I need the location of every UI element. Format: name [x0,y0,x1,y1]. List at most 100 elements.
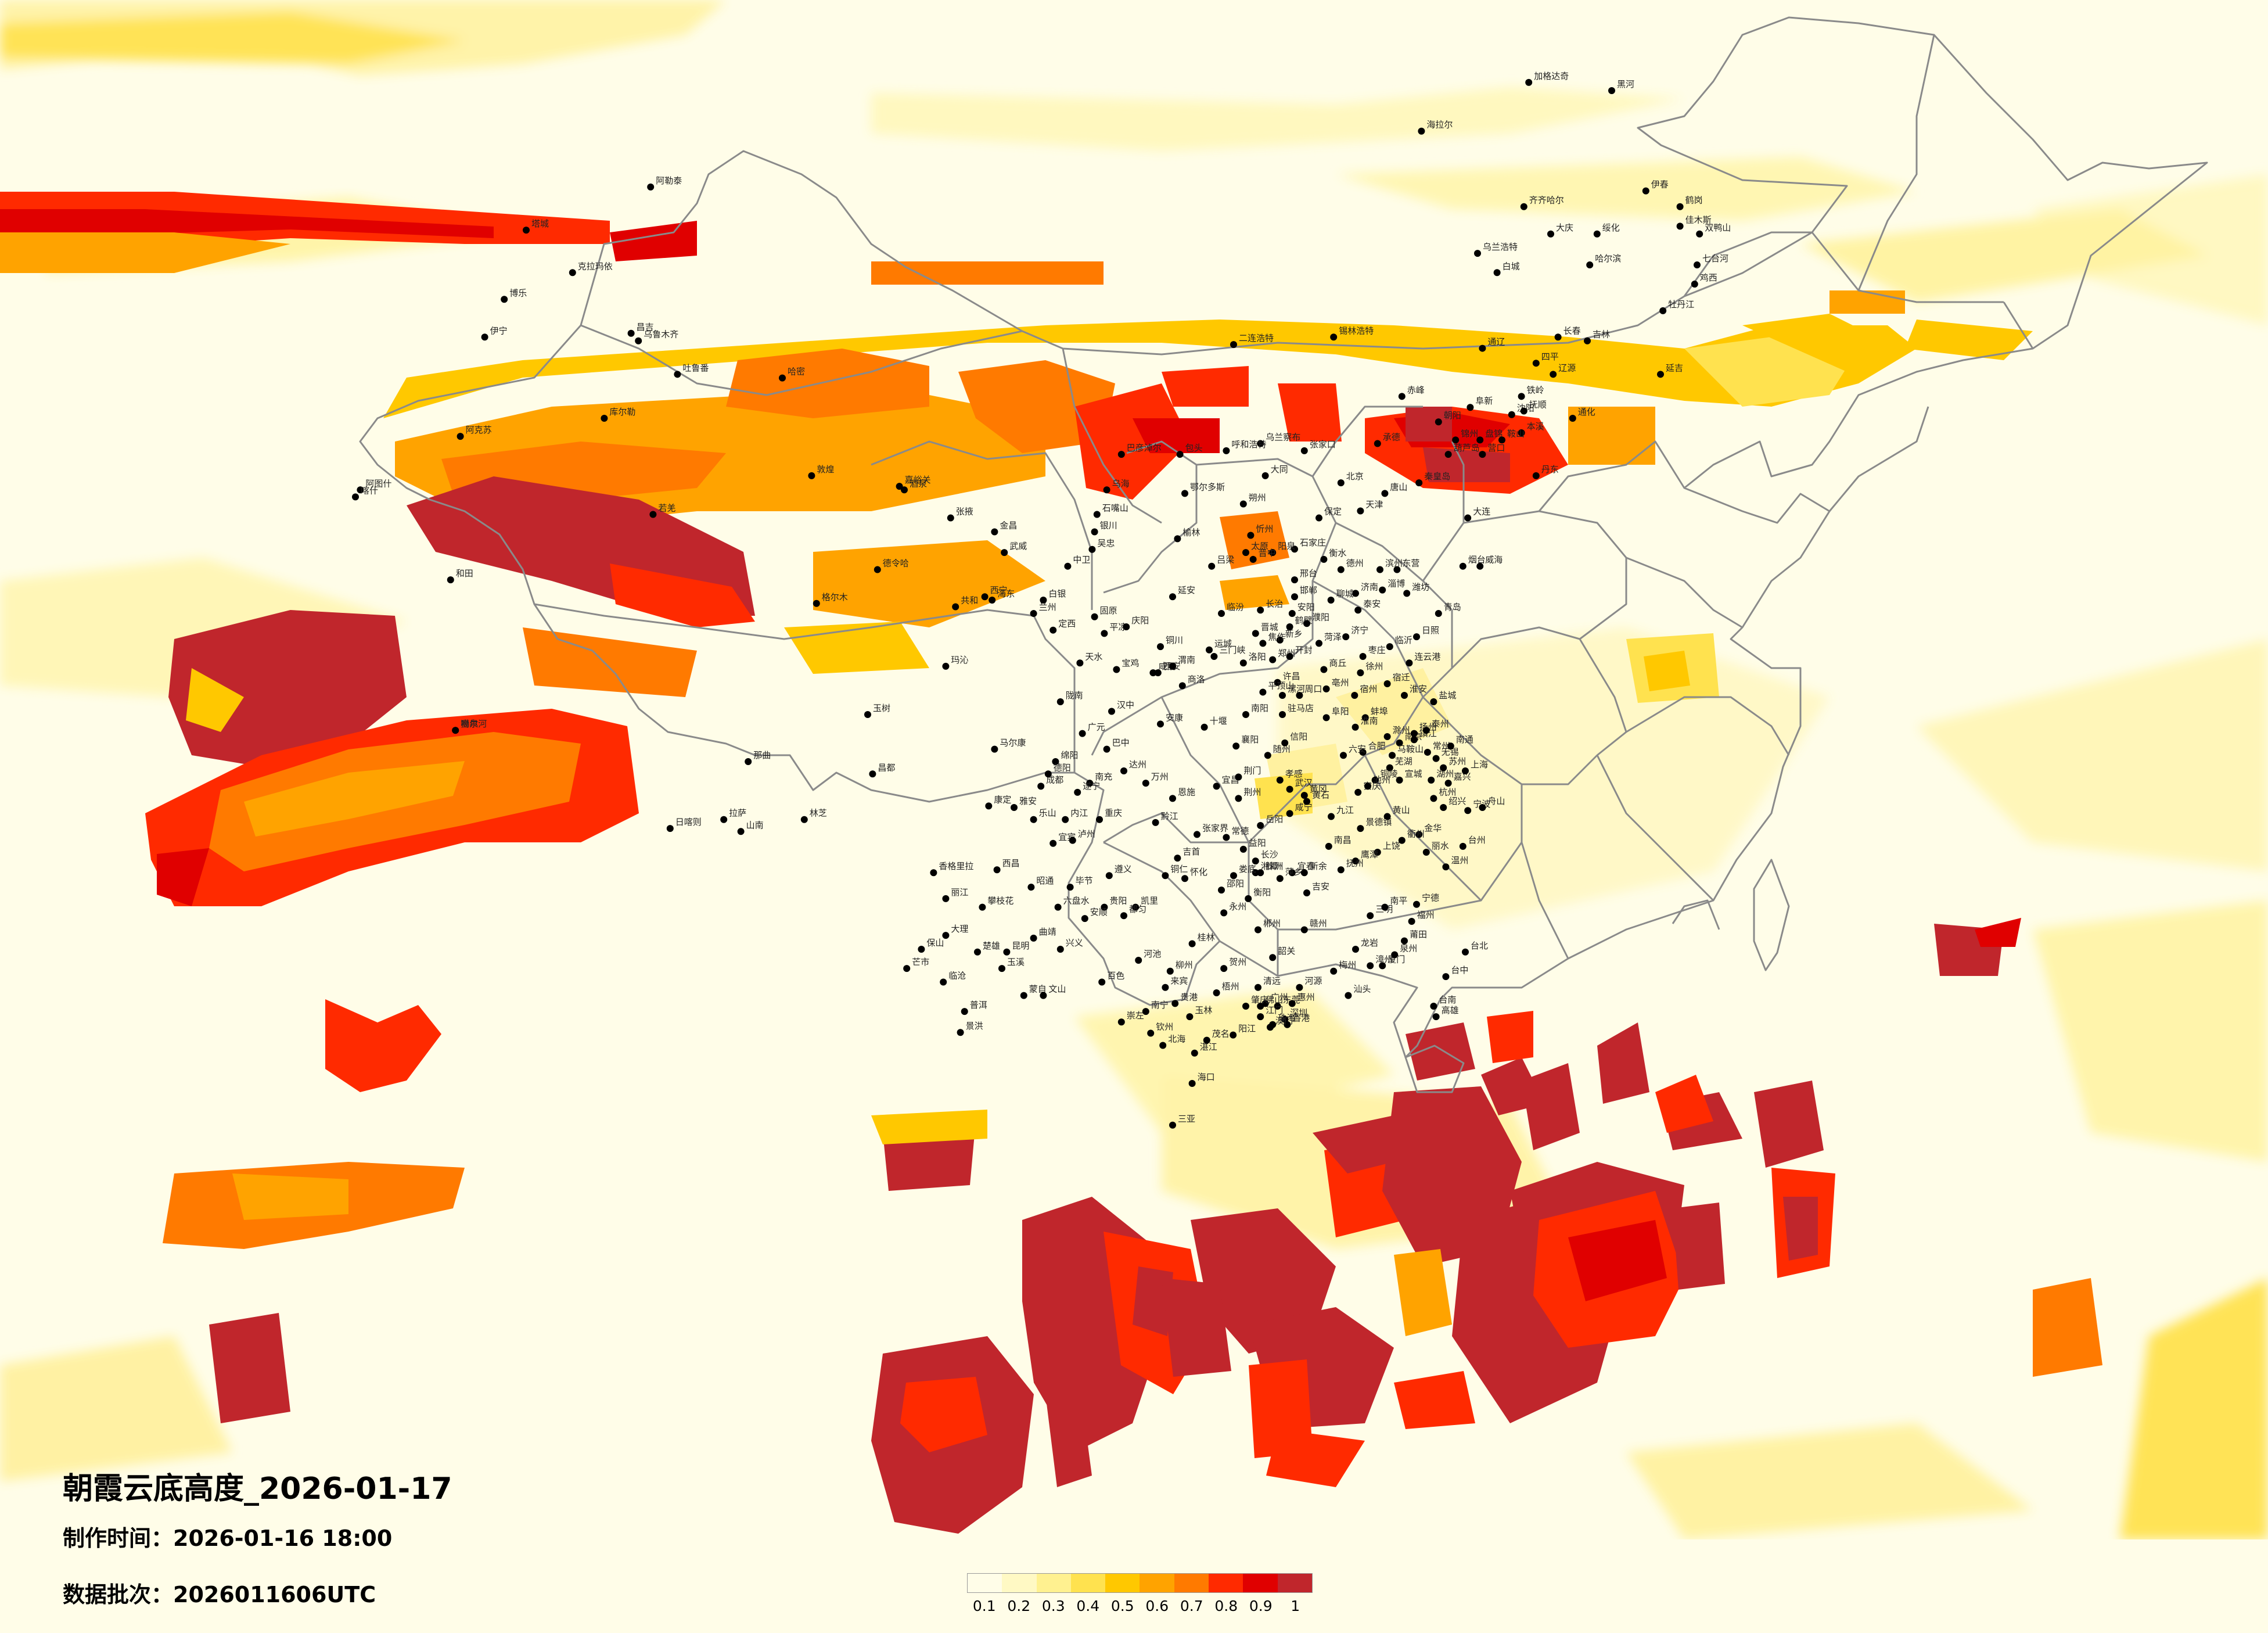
city-label: 舟山 [1487,796,1505,806]
city-dot [1162,984,1169,991]
city-label: 许昌 [1283,671,1300,681]
city-dot [1276,875,1284,882]
city-dot [1291,576,1298,584]
city-label: 西昌 [1002,858,1020,868]
city-label: 贺州 [1229,957,1246,967]
city-dot [501,296,508,303]
city-dot [1435,610,1442,618]
city-label: 铁岭 [1527,385,1544,395]
city-label: 邯郸 [1300,585,1317,595]
city-label: 十堰 [1210,716,1227,726]
city-label: 随州 [1273,744,1291,754]
city-label: 柳州 [1176,960,1193,970]
city-label: 安阳 [1297,602,1315,612]
city-dot [1406,659,1413,667]
city-dot [1291,593,1298,601]
city-dot [1257,606,1264,614]
city-dot [1169,795,1176,802]
city-label: 朝阳 [1444,410,1461,421]
city-dot [1049,839,1057,847]
city-label: 乌兰察布 [1266,432,1300,443]
city-dot [1462,948,1469,956]
city-label: 茂名 [1212,1029,1230,1039]
city-dot [942,932,950,939]
city-label: 宣城 [1405,769,1422,779]
city-dot [1201,723,1208,731]
city-dot [1232,742,1240,750]
city-label: 恩施 [1178,787,1195,797]
city-label: 敦煌 [817,464,834,475]
city-dot [1422,727,1430,734]
city-dot [1269,656,1277,663]
city-label: 内江 [1070,808,1088,819]
city-label: 海拉尔 [1426,120,1453,130]
city-dot [1642,187,1649,195]
city-label: 新余 [1310,861,1327,871]
city-dot [1371,776,1379,784]
city-label: 蚌埠 [1371,706,1388,716]
batch-value: 2026011606UTC [173,1582,376,1607]
city-dot [1264,752,1271,759]
city-dot [779,374,786,382]
city-label: 襄阳 [1241,734,1259,745]
city-label: 共和 [961,595,978,606]
city-label: 绵阳 [1061,750,1078,760]
city-dot [1383,680,1391,688]
city-dot [1518,429,1525,436]
city-dot [1101,903,1108,911]
map-title: 朝霞云底高度_2026-01-17 [63,1472,452,1506]
legend-tick-label: 0.5 [1110,1598,1134,1614]
province-boundaries [359,16,2208,1093]
city-dot [1413,633,1420,641]
city-label: 台州 [1468,835,1486,845]
city-label: 承德 [1383,432,1400,443]
city-dot [1367,912,1374,920]
city-dot [1076,659,1084,667]
city-dot [993,866,1001,874]
city-label: 吐鲁番 [682,363,709,373]
city-label: 深圳 [1290,1008,1307,1018]
city-dot [457,433,464,440]
city-label: 台南 [1439,995,1456,1005]
city-label: 巴彦淖尔 [1127,443,1162,453]
city-label: 辽源 [1558,363,1576,373]
city-label: 上饶 [1383,841,1400,851]
city-label: 漯河 [1288,684,1305,694]
batch-label: 数据批次： [63,1581,174,1607]
city-dot [357,486,364,494]
probability-field [0,0,2268,1539]
city-label: 安康 [1166,712,1183,723]
city-label: 海东 [997,588,1015,599]
city-dot [1056,698,1064,705]
city-dot [1169,593,1176,601]
city-label: 东营 [1402,558,1419,569]
city-dot [1694,261,1701,269]
city-label: 毕节 [1076,875,1093,886]
city-label: 上海 [1471,759,1488,770]
city-label: 贵港 [1180,992,1198,1002]
city-dot [1303,620,1310,627]
made-time-value: 2026-01-16 18:00 [173,1526,393,1551]
city-dot [1152,819,1159,826]
city-dot [1086,780,1094,787]
city-dot [1257,440,1264,447]
city-label: 石家庄 [1300,537,1326,548]
city-dot [1239,500,1247,508]
city-label: 马鞍山 [1397,744,1424,754]
city-label: 榆林 [1182,527,1200,537]
city-label: 台中 [1451,965,1468,975]
city-label: 本溪 [1527,421,1544,432]
city-dot [1444,780,1452,787]
city-label: 临沂 [1395,635,1412,645]
city-label: 莆田 [1410,929,1427,940]
city-label: 普洱 [970,1000,987,1010]
city-dot [1342,633,1350,641]
city-label: 唐山 [1390,482,1407,492]
city-dot [1120,912,1127,920]
city-label: 成都 [1046,774,1063,785]
city-dot [1220,965,1228,972]
city-label: 赤峰 [1407,385,1425,395]
city-dot [1361,714,1369,722]
city-dot [1315,640,1322,647]
city-label: 温州 [1451,855,1468,866]
